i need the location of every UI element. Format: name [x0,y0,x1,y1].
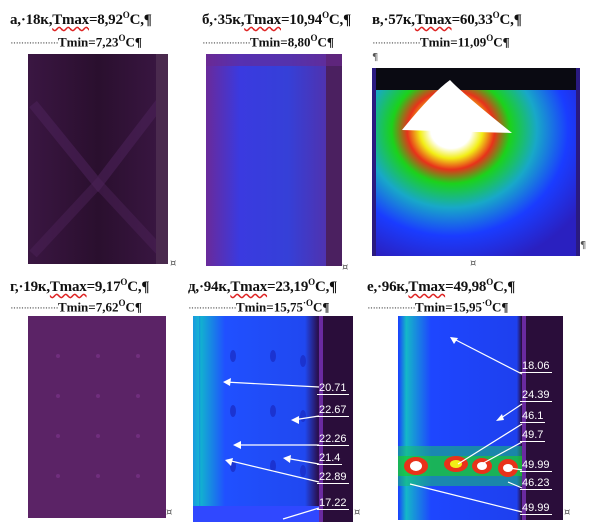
cell-marker-b: ¤ [342,262,349,273]
temp-label-e2: 24.39 [520,389,552,402]
pilcrow-c: ¶ [580,240,587,251]
caption-d: г,·19к,Tmax=9,17OC,¶ [10,277,150,295]
thermogram-d [28,316,166,518]
temp-label-d1: 20.71 [317,382,349,395]
temp-label-e3: 46.1 [520,410,546,423]
cell-marker-c: ¤ [470,258,477,269]
temp-label-d6: 17.22 [317,497,349,510]
thermogram-a [28,54,168,264]
cell-marker-e: ¤ [354,507,361,518]
caption-c-min: ··················Tmin=11,09OC¶ [372,33,510,50]
caption-c: в,·57к,Tmax=60,33OC,¶ [372,10,522,28]
caption-f: е,·96к,Tmax=49,98OC,¶ [367,277,516,295]
temp-label-e5: 49.99 [520,459,552,472]
temp-label-d3: 22.26 [317,433,349,446]
temp-label-d5: 22.89 [317,471,349,484]
temp-label-e4: 49.7 [520,429,546,442]
cell-marker-d: ¤ [166,507,173,518]
thermogram-e: 20.71 22.67 22.26 21.4 22.89 17.22 [193,316,353,522]
pilcrow-mark: ¶ [372,52,379,63]
caption-f-min: ··················Tmin=15,95·OC¶ [367,298,509,315]
caption-b: б,·35к,Tmax=10,94OC,¶ [202,10,351,28]
thermogram-c [372,68,580,256]
caption-a: а,·18к,Tmax=8,92OC,¶ [10,10,152,28]
thermogram-b [206,54,342,266]
thermogram-f: 18.06 24.39 46.1 49.7 49.99 46.23 49.99 [398,316,563,520]
caption-b-min: ··················Tmin=8,80OC¶ [202,33,334,50]
caption-d-min: ··················Tmin=7,62OC¶ [10,298,142,315]
cell-marker-a: ¤ [170,258,177,269]
temp-label-d2: 22.67 [317,404,349,417]
caption-e-min: ··················Tmin=15,75·OC¶ [188,298,330,315]
temp-label-e7: 49.99 [520,502,552,515]
caption-e: д,·94к,Tmax=23,19OC,¶ [188,277,338,295]
cell-marker-f: ¤ [564,507,571,518]
temp-label-d4: 21.4 [317,452,343,465]
temp-label-e6: 46.23 [520,477,552,490]
caption-a-min: ··················Tmin=7,23OC¶ [10,33,142,50]
temp-label-e1: 18.06 [520,360,552,373]
